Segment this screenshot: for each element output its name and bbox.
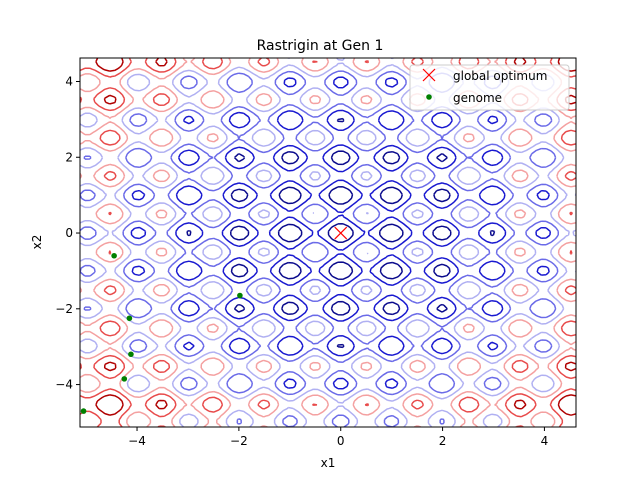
x-tick-label: −2 <box>230 434 248 448</box>
legend-label-genome: genome <box>453 91 502 105</box>
contour-level-50 <box>80 58 576 427</box>
y-tick-label: −4 <box>55 378 73 392</box>
contour-level-20 <box>130 76 552 390</box>
genome-point <box>111 252 117 259</box>
genome-point <box>126 315 133 322</box>
contour-level-10 <box>186 117 496 349</box>
y-axis-ticks: −4 −2 0 2 4 <box>55 74 80 392</box>
y-tick-label: 4 <box>65 74 73 88</box>
x-axis-label: x1 <box>321 456 336 470</box>
y-tick-label: 2 <box>65 150 73 164</box>
x-tick-label: 4 <box>541 434 549 448</box>
y-tick-label: −2 <box>55 302 73 316</box>
x-axis-ticks: −4 −2 0 2 4 <box>128 427 548 448</box>
contour-level-40 <box>80 58 576 427</box>
chart-title: Rastrigin at Gen 1 <box>257 38 384 54</box>
genome-point <box>128 351 134 358</box>
plot-frame <box>79 57 577 428</box>
y-tick-label: 0 <box>65 226 73 240</box>
data-markers <box>80 226 348 414</box>
legend-optimum-x <box>422 68 436 82</box>
x-tick-label: −4 <box>128 434 146 448</box>
contour-lines <box>80 58 576 427</box>
genome-point <box>80 408 87 414</box>
genome-point <box>237 292 243 299</box>
legend: global optimum genome <box>409 64 570 111</box>
contour-level-70 <box>95 58 576 416</box>
contour-level-30 <box>80 70 560 427</box>
x-tick-label: 0 <box>337 434 345 448</box>
legend-genome-marker <box>426 94 432 100</box>
genome-point <box>121 376 128 382</box>
legend-box <box>409 64 570 111</box>
global-optimum-marker <box>334 226 348 240</box>
legend-optimum-marker <box>422 68 436 82</box>
y-axis-label: x2 <box>30 235 44 250</box>
legend-label-global-optimum: global optimum <box>453 69 547 83</box>
x-tick-label: 2 <box>439 434 447 448</box>
